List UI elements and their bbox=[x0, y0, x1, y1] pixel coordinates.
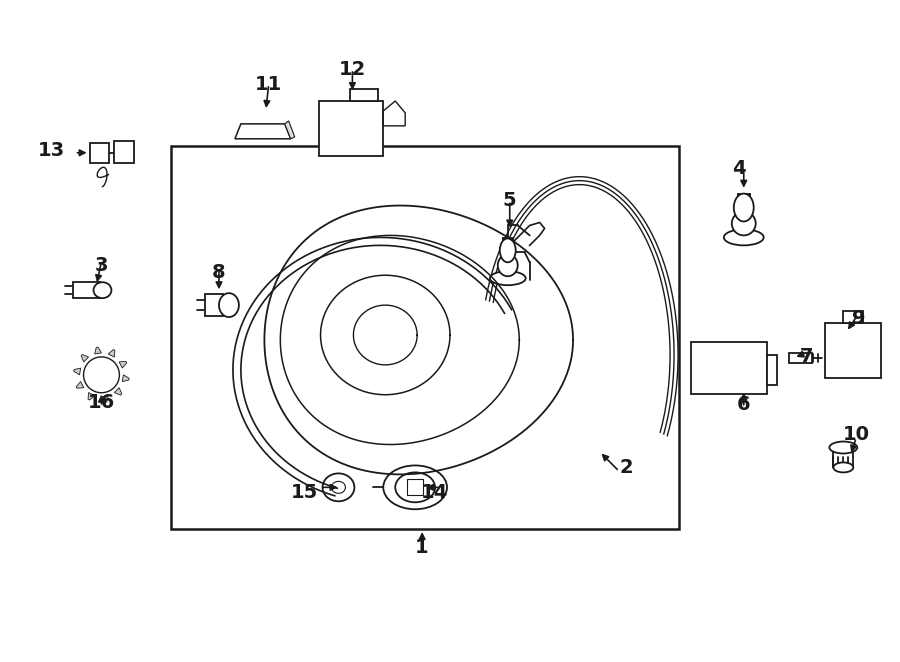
Ellipse shape bbox=[219, 293, 238, 317]
Bar bbox=[788, 353, 813, 363]
Text: 6: 6 bbox=[737, 395, 751, 414]
Ellipse shape bbox=[490, 271, 526, 285]
Polygon shape bbox=[94, 347, 102, 354]
Polygon shape bbox=[81, 354, 88, 362]
Polygon shape bbox=[88, 393, 94, 400]
Polygon shape bbox=[102, 396, 108, 402]
Text: 4: 4 bbox=[732, 159, 745, 178]
Polygon shape bbox=[74, 368, 81, 375]
Bar bbox=[350, 89, 378, 101]
Bar bbox=[205, 294, 223, 316]
Bar bbox=[825, 323, 881, 378]
Bar bbox=[114, 141, 134, 163]
Polygon shape bbox=[284, 121, 294, 139]
Bar bbox=[407, 479, 423, 495]
Ellipse shape bbox=[732, 211, 756, 236]
Text: 5: 5 bbox=[503, 191, 517, 210]
Polygon shape bbox=[235, 124, 291, 139]
Bar bbox=[319, 101, 383, 156]
Text: 15: 15 bbox=[291, 483, 318, 502]
Text: 11: 11 bbox=[255, 75, 283, 93]
Text: 16: 16 bbox=[88, 393, 115, 412]
Ellipse shape bbox=[498, 254, 518, 276]
Bar bbox=[691, 342, 767, 394]
Text: 12: 12 bbox=[338, 60, 366, 79]
Bar bbox=[89, 143, 110, 163]
Text: 9: 9 bbox=[851, 308, 865, 328]
Bar bbox=[171, 146, 679, 529]
Polygon shape bbox=[76, 381, 84, 388]
Polygon shape bbox=[119, 361, 127, 368]
Ellipse shape bbox=[830, 442, 858, 453]
Polygon shape bbox=[108, 350, 115, 357]
Bar bbox=[767, 355, 777, 385]
Text: 10: 10 bbox=[842, 425, 869, 444]
Ellipse shape bbox=[500, 238, 516, 262]
Ellipse shape bbox=[331, 481, 346, 493]
Text: 2: 2 bbox=[619, 458, 633, 477]
Ellipse shape bbox=[724, 230, 764, 246]
Bar bbox=[843, 311, 863, 323]
Ellipse shape bbox=[84, 357, 120, 393]
Text: 1: 1 bbox=[415, 538, 429, 557]
Ellipse shape bbox=[395, 473, 435, 502]
Ellipse shape bbox=[94, 282, 112, 298]
Text: 3: 3 bbox=[94, 256, 108, 275]
Polygon shape bbox=[114, 388, 122, 395]
Polygon shape bbox=[122, 375, 129, 381]
Ellipse shape bbox=[833, 463, 853, 473]
Text: 14: 14 bbox=[421, 483, 448, 502]
Bar bbox=[73, 282, 101, 298]
Polygon shape bbox=[383, 101, 405, 126]
Text: 8: 8 bbox=[212, 263, 226, 282]
Ellipse shape bbox=[322, 473, 355, 501]
Ellipse shape bbox=[734, 193, 753, 222]
Text: 7: 7 bbox=[800, 348, 814, 366]
Text: 13: 13 bbox=[38, 141, 65, 160]
Ellipse shape bbox=[383, 465, 447, 509]
